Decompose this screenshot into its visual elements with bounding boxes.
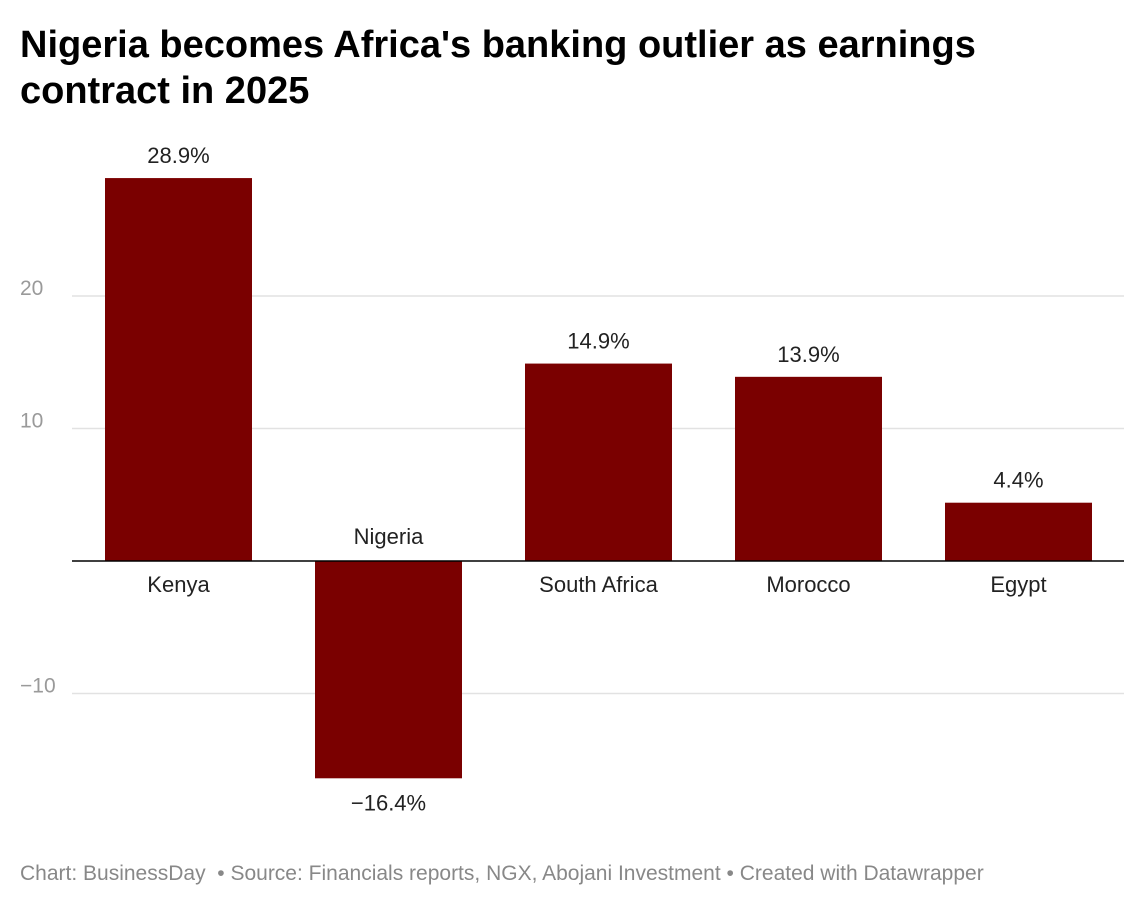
category-label: Nigeria: [354, 524, 424, 549]
y-tick-label: 10: [20, 410, 43, 433]
labels: Kenya 28.9% Nigeria −16.4% South Africa 14.9%…: [147, 143, 1046, 815]
bar: [525, 363, 672, 561]
bar: [105, 178, 252, 561]
bar: [315, 561, 462, 779]
y-tick-label: −10: [20, 675, 56, 698]
footer-separator: •: [217, 862, 225, 885]
category-label: Morocco: [766, 572, 850, 597]
value-label: 13.9%: [777, 342, 839, 367]
category-label: Kenya: [147, 572, 210, 597]
chart-credit: Chart: BusinessDay: [20, 862, 206, 885]
chart-title: Nigeria becomes Africa's banking outlier…: [20, 24, 976, 112]
bar: [945, 502, 1092, 561]
bars: [105, 178, 1092, 779]
chart-footer: Chart: BusinessDay • Source: Financials …: [20, 862, 984, 886]
bar: [735, 376, 882, 561]
value-label: 14.9%: [567, 329, 629, 354]
value-label: 4.4%: [993, 468, 1043, 493]
footer-separator: •: [726, 862, 734, 885]
category-label: Egypt: [990, 572, 1046, 597]
created-with-text: Created with Datawrapper: [739, 862, 984, 885]
bar-chart: −10 10 20 Kenya 28.9% Nigeria −16.4% South Afr…: [20, 143, 1124, 815]
value-label: 28.9%: [147, 143, 209, 168]
category-label: South Africa: [539, 572, 658, 597]
value-label: −16.4%: [351, 790, 426, 815]
source-text: Source: Financials reports, NGX, Abojani…: [230, 862, 721, 885]
y-tick-label: 20: [20, 277, 43, 300]
